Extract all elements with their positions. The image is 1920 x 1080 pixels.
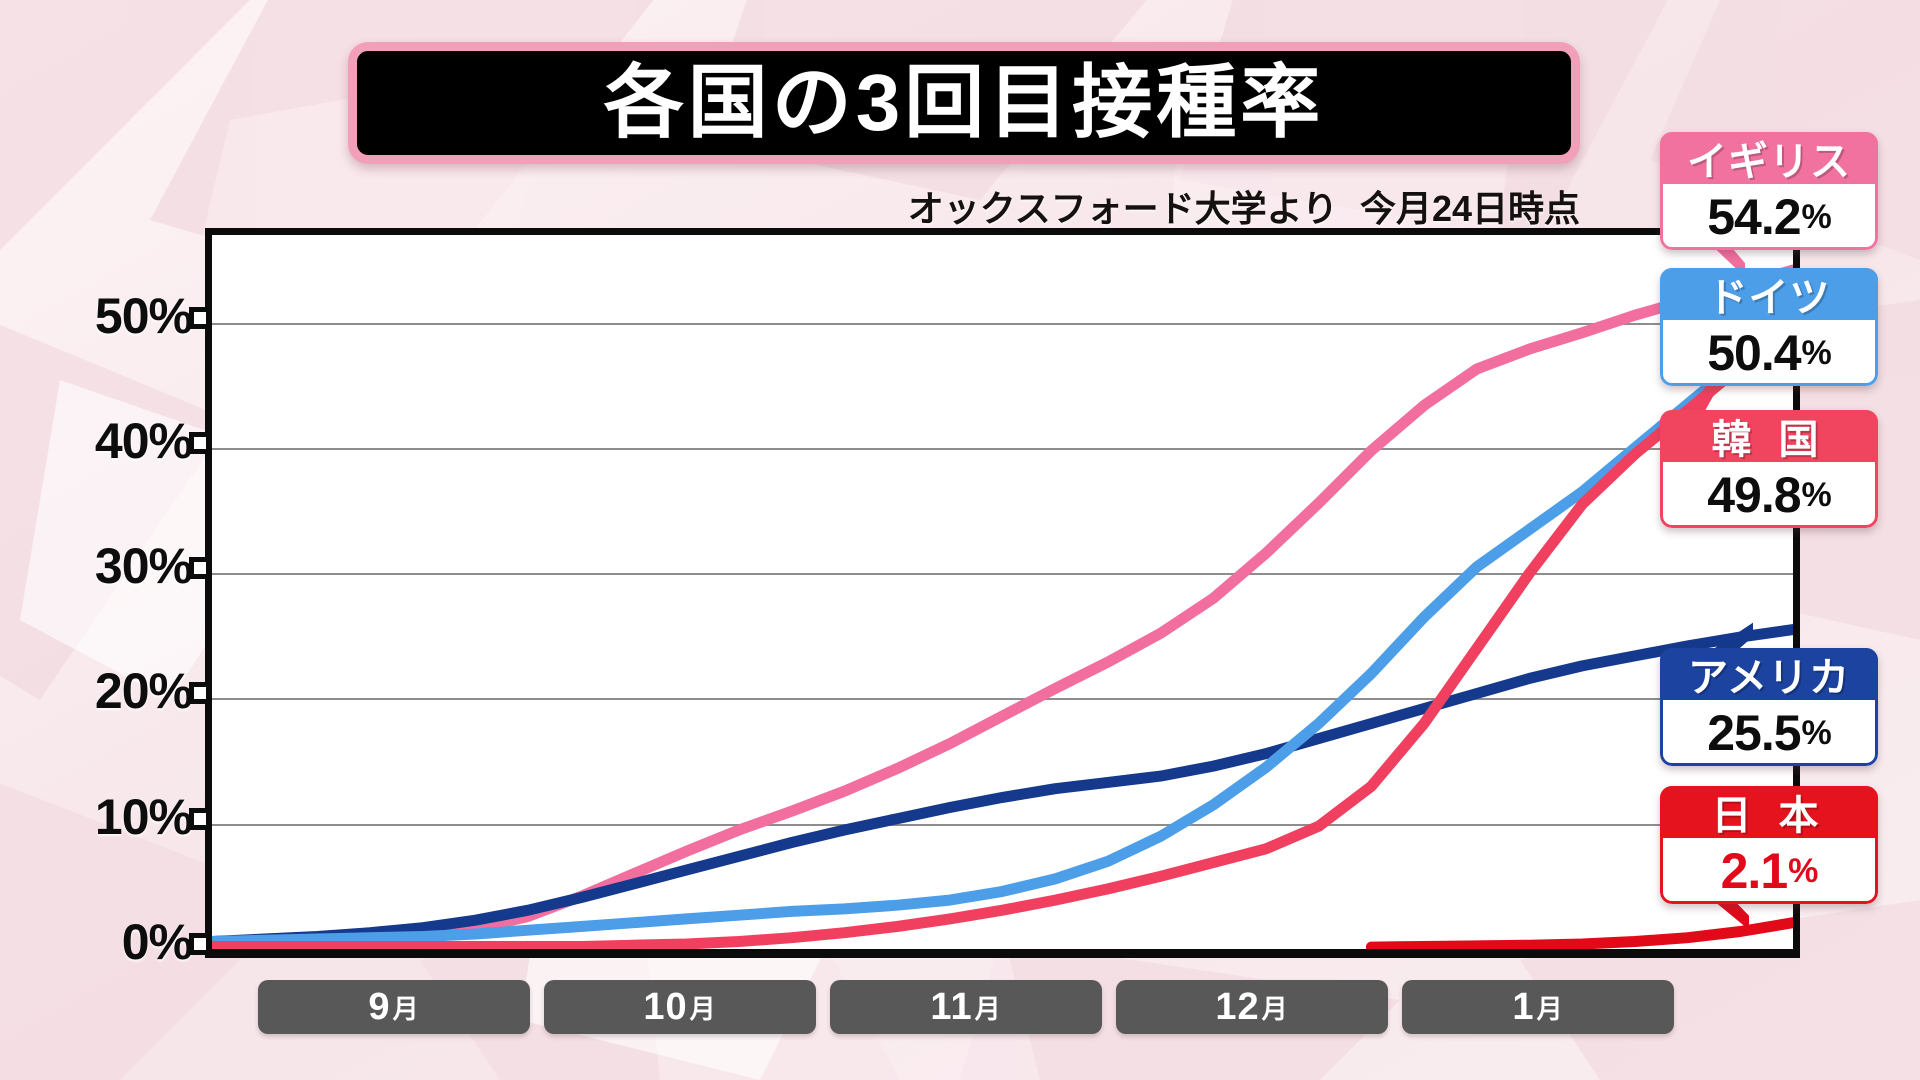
callout-percent-sign: % <box>1788 851 1818 890</box>
callout-country-name: ドイツ <box>1660 268 1878 320</box>
callout-value: 25.5% <box>1660 700 1878 766</box>
month-number: 12 <box>1215 985 1260 1028</box>
y-tick-marker <box>189 933 211 955</box>
month-number: 10 <box>643 985 688 1028</box>
callout-number: 25.5 <box>1707 705 1801 761</box>
title-banner: 各国の3回目接種率 <box>348 42 1580 164</box>
y-axis-label: 0% <box>121 914 193 970</box>
y-axis-label: 30% <box>94 538 193 595</box>
y-axis-label: 10% <box>94 788 193 845</box>
month-number: 9 <box>368 985 391 1028</box>
gridline <box>212 573 1793 576</box>
callout-value: 50.4% <box>1660 320 1878 386</box>
gridline <box>212 823 1793 826</box>
month-suffix: 月 <box>392 993 420 1024</box>
y-axis-label: 50% <box>94 287 193 344</box>
subtitle-asof: 今月24日時点 <box>1359 188 1580 229</box>
callout-country-name: イギリス <box>1660 132 1878 184</box>
month-suffix: 月 <box>689 993 717 1024</box>
gridline <box>212 698 1793 701</box>
gridline <box>212 447 1793 450</box>
x-axis-month-chip: 11 月 <box>830 980 1102 1034</box>
callout-south-korea[interactable]: 韓 国 49.8% <box>1660 410 1878 528</box>
line-uk <box>212 264 1793 947</box>
subtitle-source: オックスフォード大学より <box>907 188 1338 229</box>
callout-japan[interactable]: 日 本 2.1% <box>1660 786 1878 904</box>
page-title: 各国の3回目接種率 <box>603 58 1325 147</box>
callout-value: 49.8% <box>1660 462 1878 528</box>
y-tick-marker <box>189 306 211 329</box>
line-usa <box>212 624 1793 947</box>
callout-usa[interactable]: アメリカ 25.5% <box>1660 648 1878 766</box>
callout-percent-sign: % <box>1801 713 1832 752</box>
callout-percent-sign: % <box>1801 197 1832 236</box>
callout-value: 2.1% <box>1660 838 1878 904</box>
callout-number: 49.8 <box>1707 467 1801 523</box>
month-number: 1 <box>1512 985 1535 1028</box>
callout-uk[interactable]: イギリス 54.2% <box>1660 132 1878 250</box>
month-suffix: 月 <box>1536 993 1564 1024</box>
line-germany <box>212 312 1793 947</box>
callout-number: 2.1 <box>1720 843 1789 899</box>
gridline <box>212 322 1793 325</box>
series-lines <box>212 264 1793 949</box>
callout-number: 54.2 <box>1707 189 1801 245</box>
y-tick-marker <box>189 557 211 580</box>
y-tick-marker <box>189 807 211 830</box>
plot-area <box>205 228 1800 958</box>
x-axis-month-chip: 10 月 <box>544 980 816 1034</box>
month-number: 11 <box>930 985 973 1028</box>
callout-country-name: 韓 国 <box>1660 410 1878 462</box>
callout-country-name: アメリカ <box>1660 648 1878 700</box>
y-tick-marker <box>189 431 211 454</box>
y-axis-label: 40% <box>94 412 193 469</box>
x-axis-month-chip: 12 月 <box>1116 980 1388 1034</box>
line-japan <box>1365 917 1793 949</box>
callout-germany[interactable]: ドイツ 50.4% <box>1660 268 1878 386</box>
y-tick-marker <box>189 682 211 705</box>
y-axis-label: 20% <box>94 663 193 720</box>
callout-number: 50.4 <box>1707 325 1801 381</box>
callout-country-name: 日 本 <box>1660 786 1878 838</box>
callout-value: 54.2% <box>1660 184 1878 250</box>
line-south-korea <box>212 319 1793 949</box>
subtitle: オックスフォード大学より 今月24日時点 <box>880 180 1580 232</box>
month-suffix: 月 <box>1261 993 1289 1024</box>
callout-percent-sign: % <box>1801 333 1832 372</box>
month-suffix: 月 <box>974 993 1002 1024</box>
callout-percent-sign: % <box>1801 475 1832 514</box>
